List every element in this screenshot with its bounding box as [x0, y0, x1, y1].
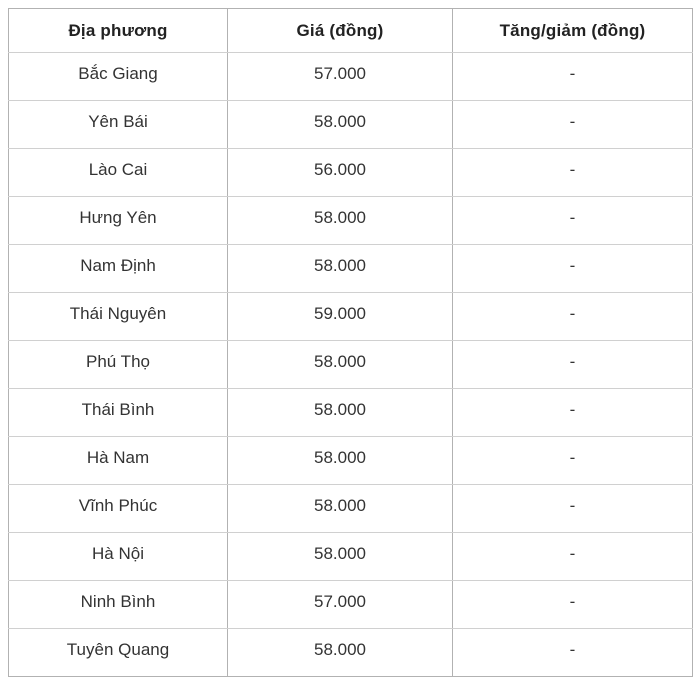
table-row: Tuyên Quang 58.000 -: [8, 628, 693, 677]
table-row: Lào Cai 56.000 -: [8, 148, 693, 197]
table-row: Ninh Bình 57.000 -: [8, 580, 693, 629]
cell-price: 59.000: [227, 292, 453, 341]
cell-price: 58.000: [227, 100, 453, 149]
cell-change: -: [452, 628, 693, 677]
cell-price: 58.000: [227, 196, 453, 245]
col-header-price: Giá (đồng): [227, 8, 453, 53]
cell-location: Thái Bình: [8, 388, 228, 437]
table-row: Hà Nội 58.000 -: [8, 532, 693, 581]
table-row: Thái Nguyên 59.000 -: [8, 292, 693, 341]
cell-change: -: [452, 340, 693, 389]
price-table-header: Địa phương Giá (đồng) Tăng/giảm (đồng): [8, 8, 693, 53]
cell-price: 58.000: [227, 388, 453, 437]
table-row: Hưng Yên 58.000 -: [8, 196, 693, 245]
cell-price: 58.000: [227, 436, 453, 485]
table-row: Nam Định 58.000 -: [8, 244, 693, 293]
cell-location: Vĩnh Phúc: [8, 484, 228, 533]
table-row: Vĩnh Phúc 58.000 -: [8, 484, 693, 533]
cell-location: Tuyên Quang: [8, 628, 228, 677]
price-table: Địa phương Giá (đồng) Tăng/giảm (đồng) B…: [8, 8, 693, 677]
cell-change: -: [452, 436, 693, 485]
cell-change: -: [452, 148, 693, 197]
cell-price: 58.000: [227, 484, 453, 533]
cell-price: 57.000: [227, 52, 453, 101]
cell-price: 58.000: [227, 532, 453, 581]
cell-change: -: [452, 580, 693, 629]
table-row: Yên Bái 58.000 -: [8, 100, 693, 149]
cell-change: -: [452, 532, 693, 581]
cell-location: Yên Bái: [8, 100, 228, 149]
cell-price: 58.000: [227, 244, 453, 293]
cell-location: Hưng Yên: [8, 196, 228, 245]
cell-change: -: [452, 100, 693, 149]
cell-change: -: [452, 292, 693, 341]
cell-change: -: [452, 244, 693, 293]
table-row: Phú Thọ 58.000 -: [8, 340, 693, 389]
cell-price: 56.000: [227, 148, 453, 197]
cell-location: Nam Định: [8, 244, 228, 293]
cell-location: Hà Nam: [8, 436, 228, 485]
table-row: Hà Nam 58.000 -: [8, 436, 693, 485]
cell-location: Thái Nguyên: [8, 292, 228, 341]
cell-price: 58.000: [227, 628, 453, 677]
header-row: Địa phương Giá (đồng) Tăng/giảm (đồng): [8, 8, 693, 53]
cell-location: Ninh Bình: [8, 580, 228, 629]
col-header-change: Tăng/giảm (đồng): [452, 8, 693, 53]
cell-location: Bắc Giang: [8, 52, 228, 101]
cell-location: Hà Nội: [8, 532, 228, 581]
cell-change: -: [452, 196, 693, 245]
cell-price: 57.000: [227, 580, 453, 629]
cell-change: -: [452, 388, 693, 437]
cell-change: -: [452, 52, 693, 101]
cell-location: Phú Thọ: [8, 340, 228, 389]
cell-price: 58.000: [227, 340, 453, 389]
table-row: Thái Bình 58.000 -: [8, 388, 693, 437]
price-table-body: Bắc Giang 57.000 - Yên Bái 58.000 - Lào …: [8, 52, 693, 677]
table-row: Bắc Giang 57.000 -: [8, 52, 693, 101]
cell-change: -: [452, 484, 693, 533]
cell-location: Lào Cai: [8, 148, 228, 197]
col-header-location: Địa phương: [8, 8, 228, 53]
